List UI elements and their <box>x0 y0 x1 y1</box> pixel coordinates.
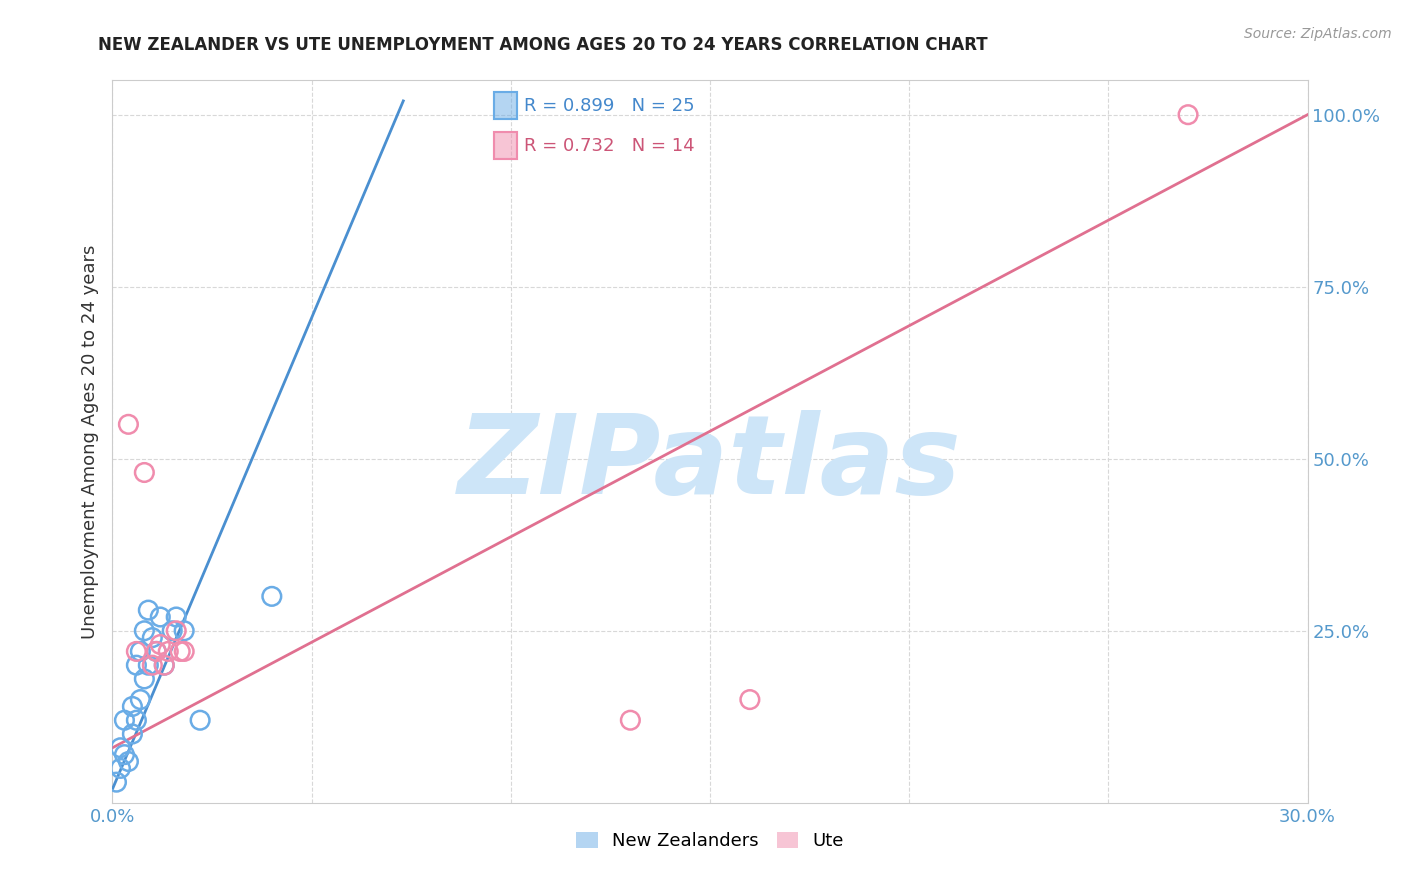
Point <box>114 713 135 727</box>
Point <box>260 590 283 604</box>
Point <box>125 644 148 658</box>
Point <box>619 713 641 727</box>
Y-axis label: Unemployment Among Ages 20 to 24 years: Unemployment Among Ages 20 to 24 years <box>80 244 98 639</box>
Text: NEW ZEALANDER VS UTE UNEMPLOYMENT AMONG AGES 20 TO 24 YEARS CORRELATION CHART: NEW ZEALANDER VS UTE UNEMPLOYMENT AMONG … <box>98 36 988 54</box>
Point <box>162 624 183 638</box>
Point <box>188 713 211 727</box>
Point <box>134 624 156 638</box>
Point <box>738 692 761 706</box>
Point <box>149 638 172 652</box>
Text: ZIPatlas: ZIPatlas <box>458 409 962 516</box>
Point <box>173 624 195 638</box>
Point <box>157 644 180 658</box>
Point <box>165 610 187 624</box>
Point <box>134 672 156 686</box>
Point <box>138 603 160 617</box>
Legend: New Zealanders, Ute: New Zealanders, Ute <box>567 822 853 859</box>
Point <box>169 644 191 658</box>
Point <box>145 644 167 658</box>
Point <box>105 775 128 789</box>
Point <box>145 644 167 658</box>
Point <box>165 624 187 638</box>
Point <box>153 658 176 673</box>
Point <box>141 631 163 645</box>
Point <box>153 658 176 673</box>
Point <box>117 755 139 769</box>
Point <box>114 747 135 762</box>
Point <box>1177 108 1199 122</box>
Point <box>117 417 139 432</box>
Point <box>134 466 156 480</box>
Point <box>138 658 160 673</box>
Point <box>129 692 152 706</box>
Point <box>141 658 163 673</box>
Point <box>149 610 172 624</box>
Point <box>110 740 132 755</box>
Point <box>121 727 143 741</box>
Point <box>125 713 148 727</box>
Point <box>121 699 143 714</box>
Point <box>125 658 148 673</box>
Point <box>173 644 195 658</box>
Point <box>110 761 132 775</box>
Text: Source: ZipAtlas.com: Source: ZipAtlas.com <box>1244 27 1392 41</box>
Point <box>129 644 152 658</box>
